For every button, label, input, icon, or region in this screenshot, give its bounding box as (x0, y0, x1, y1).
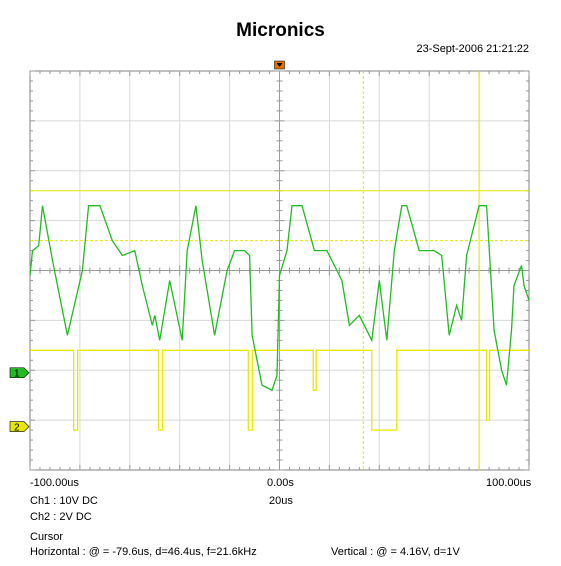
ch1-setting: Ch1 : 10V DC (30, 495, 98, 507)
channel-1-marker-label: 1 (14, 369, 20, 380)
cursor-vertical-readout: Vertical : @ = 4.16V, d=1V (331, 546, 460, 558)
trigger-position-marker[interactable] (274, 60, 285, 70)
x-axis-left-label: -100.00us (30, 477, 79, 489)
app-title: Micronics (236, 20, 325, 41)
timebase-label: 20us (269, 495, 293, 507)
cursor-title: Cursor (30, 531, 64, 543)
x-axis-right-label: 100.00us (486, 477, 532, 489)
capture-timestamp: 23-Sept-2006 21:21:22 (416, 43, 529, 55)
graticule (29, 70, 530, 471)
channel-2-marker-shape (9, 421, 30, 432)
channel-2-marker-label: 2 (14, 423, 20, 434)
cursor-horizontal-readout: Horizontal : @ = -79.6us, d=46.4us, f=21… (30, 546, 257, 558)
ch1-trace (29, 205, 530, 392)
channel-1-marker-shape (9, 367, 30, 379)
channel-1-marker[interactable]: 1 (9, 367, 30, 380)
x-axis-center-label: 0.00s (267, 477, 294, 489)
cursor-lines[interactable] (30, 71, 529, 470)
waveform-traces (29, 205, 530, 431)
channel-markers[interactable]: 12 (9, 60, 285, 434)
channel-2-marker[interactable]: 2 (9, 421, 30, 434)
ch2-setting: Ch2 : 2V DC (30, 511, 92, 523)
trigger-marker-arrow (276, 63, 283, 67)
ch2-trace (30, 349, 529, 431)
